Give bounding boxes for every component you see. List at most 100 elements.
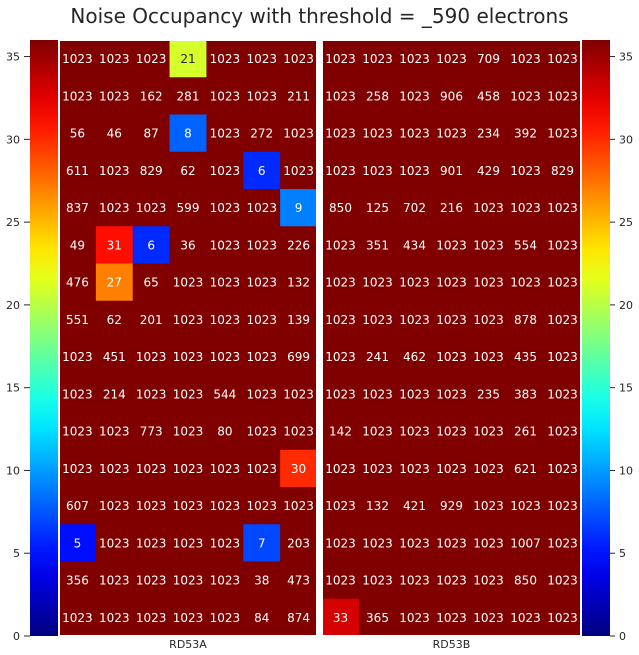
heatmap-cell xyxy=(95,449,134,488)
cell-value-label: 1023 xyxy=(62,462,93,476)
heatmap-cell xyxy=(132,263,171,302)
cell-value-label: 1023 xyxy=(547,350,578,364)
cell-value-label: 6 xyxy=(258,164,266,178)
heatmap-cell xyxy=(280,598,318,637)
heatmap-cell xyxy=(206,487,244,525)
heatmap-cell xyxy=(132,449,171,488)
cell-value-label: 1023 xyxy=(210,574,241,588)
heatmap-cell xyxy=(322,449,360,488)
heatmap-cell xyxy=(243,561,281,600)
heatmap-cell xyxy=(243,151,281,190)
cell-value-label: 1023 xyxy=(362,574,393,588)
heatmap-cell xyxy=(433,598,471,637)
heatmap-cell xyxy=(396,189,434,227)
cell-value-label: 281 xyxy=(177,89,200,103)
cell-value-label: 1023 xyxy=(210,350,241,364)
cell-value-label: 1023 xyxy=(325,574,356,588)
heatmap-cell xyxy=(396,449,434,488)
heatmap-cell xyxy=(280,375,318,413)
heatmap-cell xyxy=(507,300,545,339)
panel-label-rd53b: RD53B xyxy=(433,638,471,651)
heatmap-cell xyxy=(169,300,207,339)
heatmap-cell xyxy=(507,338,545,376)
heatmap-cell xyxy=(322,598,360,637)
cell-value-label: 850 xyxy=(514,574,537,588)
heatmap-cell xyxy=(280,151,318,190)
heatmap-cell xyxy=(470,449,508,488)
heatmap-cell xyxy=(169,189,207,227)
cell-value-label: 611 xyxy=(66,164,89,178)
cell-value-label: 878 xyxy=(514,313,537,327)
heatmap-cell xyxy=(243,189,281,227)
heatmap-cell xyxy=(544,561,582,600)
cell-value-label: 773 xyxy=(140,425,163,439)
heatmap-cell xyxy=(359,226,397,264)
heatmap-cell xyxy=(59,338,97,376)
heatmap-cell xyxy=(433,40,471,78)
heatmap-cell xyxy=(359,151,397,190)
cell-value-label: 1023 xyxy=(510,611,541,625)
heatmap-cell xyxy=(132,226,171,264)
cell-value-label: 258 xyxy=(366,89,389,103)
cell-value-label: 62 xyxy=(180,164,195,178)
heatmap-cell xyxy=(507,226,545,264)
cell-value-label: 1023 xyxy=(436,313,467,327)
heatmap-cell xyxy=(206,226,244,264)
heatmap-cell xyxy=(433,561,471,600)
panel-label-rd53a: RD53A xyxy=(169,638,207,651)
cell-value-label: 607 xyxy=(66,499,89,513)
heatmap-cell xyxy=(433,487,471,525)
cell-value-label: 132 xyxy=(287,276,310,290)
heatmap-cell xyxy=(169,338,207,376)
heatmap-cell xyxy=(396,151,434,190)
heatmap-cell xyxy=(59,449,97,488)
heatmap-cell xyxy=(169,114,207,153)
heatmap-cell xyxy=(470,226,508,264)
heatmap-cell xyxy=(507,375,545,413)
heatmap-cell xyxy=(280,263,318,302)
heatmap-cell xyxy=(507,449,545,488)
cell-value-label: 1023 xyxy=(547,499,578,513)
cell-value-label: 1023 xyxy=(210,238,241,252)
heatmap-cell xyxy=(206,412,244,451)
colorbar-right xyxy=(581,40,610,636)
heatmap-cell xyxy=(169,40,207,78)
colorbar-tick-label: 10 xyxy=(619,464,633,477)
heatmap-cell xyxy=(132,487,171,525)
cell-value-label: 434 xyxy=(403,238,426,252)
heatmap-cell xyxy=(95,412,134,451)
heatmap-cell xyxy=(544,598,582,637)
heatmap-cell xyxy=(322,524,360,562)
cell-value-label: 1023 xyxy=(510,499,541,513)
cell-value-label: 1023 xyxy=(173,499,204,513)
heatmap-cell xyxy=(132,189,171,227)
heatmap-cell xyxy=(470,77,508,115)
cell-value-label: 1023 xyxy=(399,462,430,476)
cell-value-label: 1023 xyxy=(325,89,356,103)
cell-value-label: 1023 xyxy=(436,574,467,588)
cell-value-label: 1023 xyxy=(62,52,93,66)
cell-value-label: 226 xyxy=(287,238,310,252)
heatmap-cell xyxy=(507,263,545,302)
heatmap-cell xyxy=(470,151,508,190)
cell-value-label: 1023 xyxy=(210,536,241,550)
heatmap-cell xyxy=(243,524,281,562)
heatmap-cell xyxy=(59,40,97,78)
cell-value-label: 1023 xyxy=(362,52,393,66)
cell-value-label: 1023 xyxy=(362,313,393,327)
heatmap-cell xyxy=(280,561,318,600)
heatmap-cell xyxy=(322,338,360,376)
heatmap-cell xyxy=(206,524,244,562)
cell-value-label: 1023 xyxy=(173,276,204,290)
heatmap-cell xyxy=(507,524,545,562)
cell-value-label: 1023 xyxy=(362,536,393,550)
cell-value-label: 1023 xyxy=(283,425,314,439)
colorbar-tick-label: 20 xyxy=(619,299,633,312)
heatmap-cell xyxy=(59,189,97,227)
heatmap-cell xyxy=(280,300,318,339)
cell-value-label: 1023 xyxy=(173,313,204,327)
cell-value-label: 1023 xyxy=(547,127,578,141)
heatmap-cell xyxy=(359,263,397,302)
cell-value-label: 1023 xyxy=(547,574,578,588)
cell-value-label: 1023 xyxy=(210,499,241,513)
